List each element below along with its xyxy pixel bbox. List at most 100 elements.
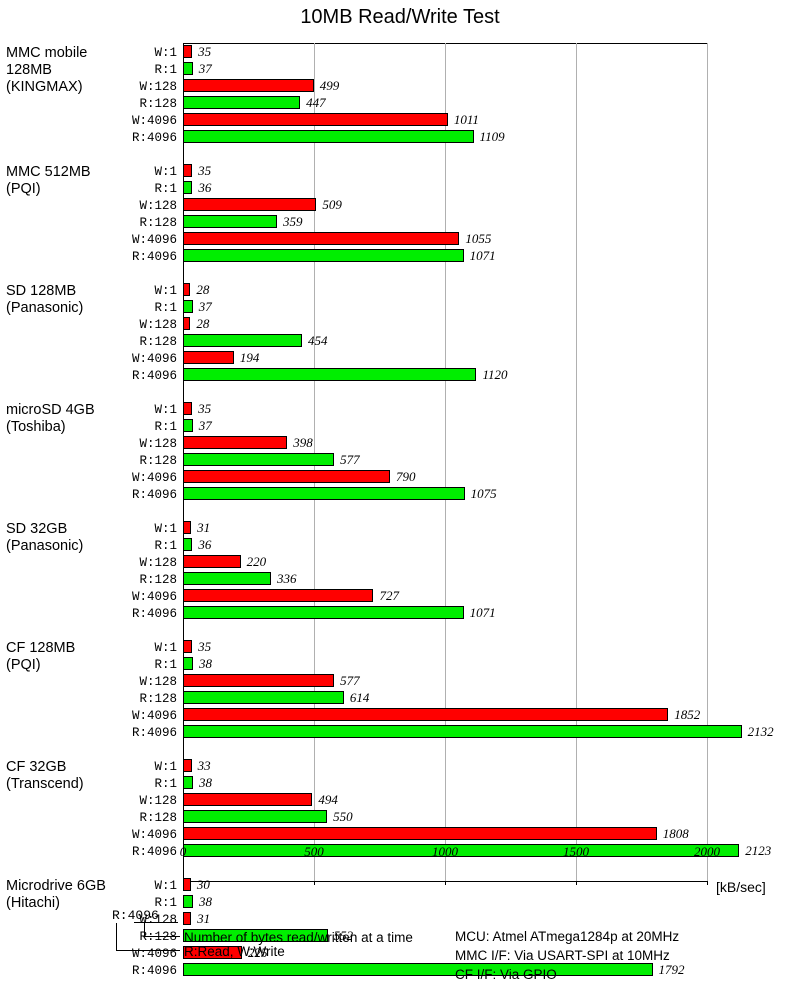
bar-value-label: 550 [333, 809, 353, 824]
bar-read [183, 572, 272, 585]
row-label-R-4096: R:4096 [131, 726, 177, 740]
bar-read [183, 300, 193, 313]
bar-read [183, 538, 193, 551]
bar-write [183, 283, 191, 296]
bar-value-label: 494 [318, 792, 338, 807]
row-label-W-4096: W:4096 [131, 352, 177, 366]
row-label-R-4096: R:4096 [131, 845, 177, 859]
bar-read [183, 419, 193, 432]
row-label-R-4096: R:4096 [131, 369, 177, 383]
bar-write [183, 470, 390, 483]
row-label-W-128: W:128 [139, 318, 177, 332]
bar-value-label: 225 [247, 945, 268, 960]
plot-area: 35 37 499 447 1011 1109 35 36 509 359 1055 1071 28 37… [183, 43, 774, 977]
bar-value-label: 30 [196, 877, 210, 892]
bar-write [183, 878, 191, 891]
row-label-R-128: R:128 [139, 454, 177, 468]
row-label-R-1: R:1 [154, 63, 177, 77]
legend-leader-horizontal-2 [144, 936, 180, 937]
bar-write [183, 640, 193, 653]
row-label-W-1: W:1 [154, 522, 177, 536]
row-label-W-128: W:128 [139, 794, 177, 808]
bar-read [183, 96, 301, 109]
bar-read [183, 725, 742, 738]
bar-write [183, 555, 241, 568]
bar-read [183, 657, 193, 670]
bar-read [183, 334, 302, 347]
bar-value-label: 336 [277, 571, 297, 586]
bar-read [183, 368, 477, 381]
bar-value-label: 36 [198, 180, 212, 195]
group-label: MMC 512MB (PQI) [6, 164, 91, 197]
bar-read [183, 130, 474, 143]
bar-read [183, 963, 653, 976]
legend-note-bytes: Number of bytes read/written at a time [184, 930, 413, 945]
bar-write [183, 674, 335, 687]
row-label-W-4096: W:4096 [131, 471, 177, 485]
bar-read [183, 776, 193, 789]
row-label-W-4096: W:4096 [131, 590, 177, 604]
row-label-W-128: W:128 [139, 913, 177, 927]
row-label-W-1: W:1 [154, 879, 177, 893]
x-tick-mark-1000 [445, 881, 446, 885]
bar-value-label: 1075 [470, 486, 497, 501]
bar-value-label: 790 [395, 469, 416, 484]
bar-read [183, 487, 465, 500]
bar-value-label: 35 [198, 401, 212, 416]
group-label: CF 128MB (PQI) [6, 640, 76, 673]
bar-value-label: 194 [239, 350, 260, 365]
bar-write [183, 946, 242, 959]
row-label-R-1: R:1 [154, 182, 177, 196]
bar-value-label: 28 [196, 316, 210, 331]
bar-value-label: 37 [198, 418, 212, 433]
bar-read [183, 844, 740, 857]
bar-read [183, 453, 335, 466]
bar-value-label: 398 [293, 435, 313, 450]
bar-value-label: 1071 [469, 248, 496, 263]
bar-value-label: 1055 [465, 231, 492, 246]
bar-value-label: 1120 [482, 367, 508, 382]
x-tick-mark-2000 [707, 881, 708, 885]
row-label-W-1: W:1 [154, 760, 177, 774]
row-label-R-4096: R:4096 [131, 964, 177, 978]
bar-value-label: 1792 [658, 962, 685, 977]
row-label-W-1: W:1 [154, 403, 177, 417]
bar-value-label: 577 [340, 673, 360, 688]
gridline-2000 [707, 43, 708, 881]
group-label: Microdrive 6GB (Hitachi) [6, 878, 106, 911]
bar-write [183, 351, 234, 364]
bar-value-label: 359 [283, 214, 303, 229]
bar-value-label: 38 [198, 894, 212, 909]
bar-write [183, 589, 374, 602]
bar-write [183, 113, 448, 126]
bar-write [183, 79, 314, 92]
x-tick-label: 1000 [432, 844, 458, 859]
row-label-W-128: W:128 [139, 556, 177, 570]
row-label-R-1: R:1 [154, 301, 177, 315]
row-label-R-128: R:128 [139, 692, 177, 706]
bar-value-label: 28 [196, 282, 210, 297]
bar-write [183, 164, 193, 177]
bar-value-label: 37 [198, 61, 212, 76]
spec-line: CF I/F: Via GPIO [455, 967, 557, 982]
bar-write [183, 827, 657, 840]
row-label-R-1: R:1 [154, 420, 177, 434]
row-label-R-128: R:128 [139, 930, 177, 944]
bar-value-label: 1808 [662, 826, 689, 841]
bar-value-label: 35 [198, 163, 212, 178]
bar-value-label: 38 [198, 656, 212, 671]
bar-read [183, 249, 464, 262]
group-label: microSD 4GB (Toshiba) [6, 402, 95, 435]
x-axis-unit-label: [kB/sec] [716, 879, 766, 895]
bar-read [183, 62, 193, 75]
row-label-R-1: R:1 [154, 658, 177, 672]
group-label: CF 32GB (Transcend) [6, 759, 84, 792]
bar-value-label: 33 [197, 758, 211, 773]
bar-value-label: 37 [198, 299, 212, 314]
bar-value-label: 35 [198, 44, 212, 59]
row-label-R-128: R:128 [139, 97, 177, 111]
row-label-W-4096: W:4096 [131, 233, 177, 247]
bar-read [183, 810, 328, 823]
row-label-W-128: W:128 [139, 437, 177, 451]
bar-read [183, 181, 193, 194]
